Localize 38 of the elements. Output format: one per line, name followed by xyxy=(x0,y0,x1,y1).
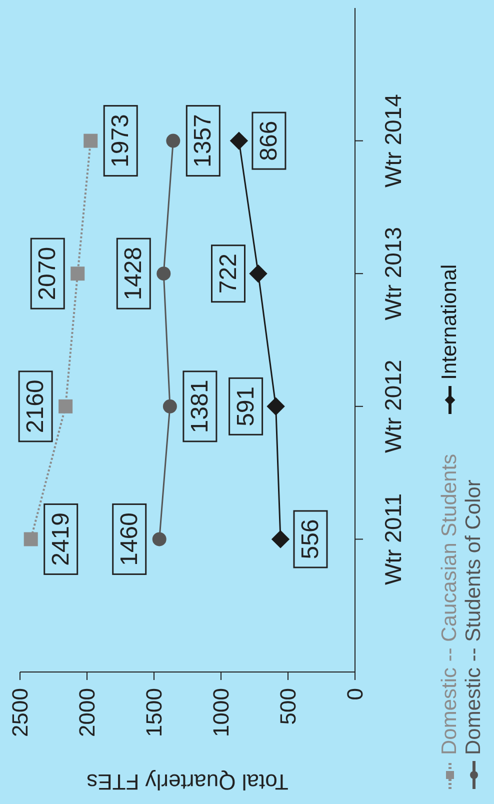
data-label: 866 xyxy=(255,120,282,161)
x-tick-label: 1000 xyxy=(208,688,234,737)
data-label: 1428 xyxy=(120,246,148,300)
point xyxy=(166,134,180,148)
point xyxy=(58,399,73,414)
x-tick-label: 2500 xyxy=(8,688,32,737)
data-label: 2160 xyxy=(22,380,50,434)
data-label: 556 xyxy=(296,519,324,560)
point xyxy=(230,132,248,150)
x-axis-title: Total Quarterly FTEs xyxy=(86,770,288,794)
point xyxy=(162,399,177,414)
y-tick-label: Wtr 2011 xyxy=(380,493,406,586)
x-tick-label: 0 xyxy=(342,688,368,700)
y-tick-label: Wtr 2014 xyxy=(380,94,406,188)
data-label: 2419 xyxy=(47,512,74,566)
point xyxy=(266,397,285,416)
x-tick-label: 2000 xyxy=(74,688,100,737)
x-tick-label: 500 xyxy=(276,688,300,725)
y-tick-label: Wtr 2012 xyxy=(380,360,406,454)
point xyxy=(156,266,171,281)
data-label: 1973 xyxy=(107,114,134,168)
point xyxy=(271,530,290,548)
data-label: 1460 xyxy=(116,512,143,566)
text: Domestic -- Students of Color xyxy=(462,480,486,755)
text: Domestic -- Caucasian Students xyxy=(438,454,462,755)
data-label: 2070 xyxy=(34,246,62,300)
data-label: 1357 xyxy=(190,114,217,168)
point xyxy=(24,532,38,546)
point xyxy=(152,532,166,546)
y-tick-label: Wtr 2013 xyxy=(380,226,406,320)
data-label: 591 xyxy=(232,386,260,426)
data-label: 722 xyxy=(214,254,242,294)
point xyxy=(84,134,98,148)
text: International xyxy=(438,264,462,380)
data-label: 1381 xyxy=(186,380,214,434)
point xyxy=(70,266,85,281)
x-tick-label: 1500 xyxy=(142,688,166,737)
point xyxy=(249,264,268,283)
